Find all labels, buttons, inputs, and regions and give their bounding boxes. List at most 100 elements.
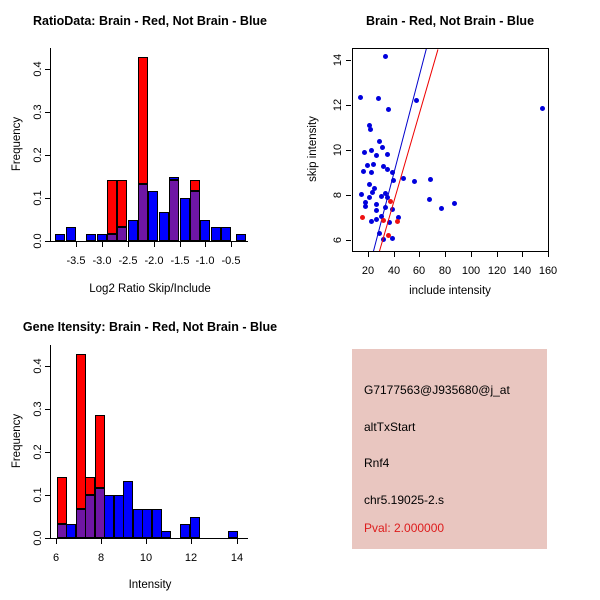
ratio-histogram-plot-area xyxy=(51,48,248,241)
x-tick-label: -1.0 xyxy=(195,255,215,267)
scatter-point-blue xyxy=(357,94,363,100)
x-tick-mark xyxy=(445,252,446,257)
histogram-bar-red xyxy=(117,180,127,227)
scatter-point-blue xyxy=(384,151,390,157)
scatter-title: Brain - Red, Not Brain - Blue xyxy=(365,14,535,28)
scatter-point-blue xyxy=(414,98,420,104)
histogram-bar-blue xyxy=(104,495,114,538)
scatter-point-blue xyxy=(428,176,434,182)
histogram-bar-red xyxy=(85,477,95,495)
x-tick-mark xyxy=(154,242,155,247)
x-tick-label: 14 xyxy=(230,552,244,564)
scatter-point-blue xyxy=(385,166,391,172)
y-tick-label: 0.3 xyxy=(32,401,44,417)
histogram-bar-overlap xyxy=(138,184,148,241)
y-tick-label: 0.1 xyxy=(32,487,44,503)
x-tick-mark xyxy=(191,539,192,544)
y-tick-mark xyxy=(45,366,50,367)
gene-histogram-title: Gene Itensity: Brain - Red, Not Brain - … xyxy=(22,320,278,334)
scatter-point-blue xyxy=(411,178,417,184)
scatter-point-blue xyxy=(376,95,382,101)
x-tick-label: 120 xyxy=(487,265,507,277)
histogram-bar-blue xyxy=(200,220,210,241)
scatter-point-blue xyxy=(379,193,385,199)
histogram-bar-red xyxy=(107,180,117,234)
histogram-bar-blue xyxy=(159,212,169,241)
histogram-bar-overlap xyxy=(169,180,179,241)
x-axis-line xyxy=(51,241,248,242)
scatter-xlabel: include intensity xyxy=(409,285,491,297)
y-tick-mark xyxy=(45,198,50,199)
scatter-point-blue xyxy=(363,203,369,209)
x-tick-mark xyxy=(548,252,549,257)
scatter-point-red xyxy=(385,232,391,238)
scatter-plot-area xyxy=(352,48,549,252)
x-tick-mark xyxy=(419,252,420,257)
histogram-bar-blue xyxy=(161,531,171,538)
scatter-point-blue xyxy=(376,230,382,236)
y-tick-label: 0.0 xyxy=(32,233,44,249)
x-tick-label: -0.5 xyxy=(221,255,241,267)
histogram-bar-red xyxy=(76,354,86,509)
scatter-point-blue xyxy=(361,168,367,174)
y-axis-line xyxy=(50,48,51,242)
x-tick-label: -3.0 xyxy=(92,255,112,267)
scatter-point-red xyxy=(394,219,400,225)
scatter-point-blue xyxy=(371,162,377,168)
x-tick-label: 160 xyxy=(538,265,558,277)
histogram-bar-overlap xyxy=(190,191,200,241)
histogram-bar-blue xyxy=(221,227,231,241)
histogram-bar-overlap xyxy=(85,495,95,538)
scatter-point-blue xyxy=(373,217,379,223)
histogram-bar-blue xyxy=(55,234,65,241)
x-tick-label: 80 xyxy=(438,265,452,277)
scatter-point-blue xyxy=(376,138,382,144)
histogram-bar-blue xyxy=(128,220,138,241)
y-tick-mark xyxy=(45,155,50,156)
histogram-bar-blue xyxy=(211,227,221,241)
y-tick-mark xyxy=(45,112,50,113)
scatter-point-blue xyxy=(438,205,444,211)
histogram-bar-overlap xyxy=(117,227,127,241)
scatter-point-blue xyxy=(540,105,546,111)
scatter-point-red xyxy=(380,218,386,224)
x-tick-mark xyxy=(205,242,206,247)
gene-histogram-xlabel: Intensity xyxy=(128,579,172,591)
scatter-point-blue xyxy=(358,192,364,198)
histogram-bar-overlap xyxy=(107,234,117,241)
y-tick-label: 6 xyxy=(332,236,344,244)
x-tick-mark xyxy=(56,539,57,544)
histogram-bar-blue xyxy=(66,524,76,538)
histogram-bar-blue xyxy=(123,481,133,538)
histogram-bar-blue xyxy=(152,509,162,538)
y-tick-mark xyxy=(346,150,351,151)
y-tick-label: 0.2 xyxy=(32,444,44,460)
scatter-point-blue xyxy=(385,107,391,113)
x-tick-mark xyxy=(237,539,238,544)
histogram-bar-red xyxy=(190,180,200,191)
x-tick-label: 10 xyxy=(139,552,153,564)
scatter-point-blue xyxy=(368,169,374,175)
gene-name-text: Rnf4 xyxy=(364,456,390,470)
scatter-point-blue xyxy=(365,163,371,169)
x-tick-label: 12 xyxy=(184,552,198,564)
ratio-histogram-title: RatioData: Brain - Red, Not Brain - Blue xyxy=(32,14,268,28)
x-tick-mark xyxy=(471,252,472,257)
x-tick-mark xyxy=(128,242,129,247)
y-tick-mark xyxy=(45,409,50,410)
x-tick-label: 6 xyxy=(52,552,60,564)
x-tick-label: 40 xyxy=(387,265,401,277)
x-tick-label: -3.5 xyxy=(66,255,86,267)
gene-histogram-ylabel: Frequency xyxy=(11,413,23,469)
x-tick-mark xyxy=(102,242,103,247)
scatter-point-blue xyxy=(368,219,374,225)
x-tick-mark xyxy=(368,252,369,257)
histogram-bar-blue xyxy=(86,234,96,241)
x-tick-label: 60 xyxy=(412,265,426,277)
scatter-point-blue xyxy=(391,177,397,183)
x-tick-mark xyxy=(146,539,147,544)
scatter-point-blue xyxy=(373,208,379,214)
x-tick-mark xyxy=(231,242,232,247)
y-tick-mark xyxy=(346,195,351,196)
